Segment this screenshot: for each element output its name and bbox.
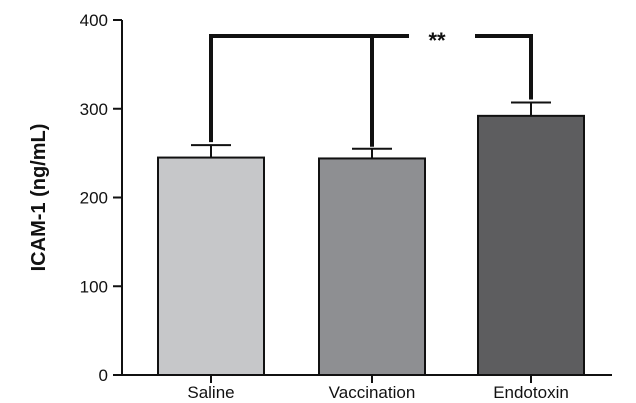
- y-tick-label: 300: [80, 100, 108, 119]
- bar-endotoxin: [477, 114, 585, 376]
- y-tick-label: 200: [80, 189, 108, 208]
- bar-saline: [157, 156, 265, 376]
- bars: [157, 114, 585, 376]
- y-tick-label: 400: [80, 11, 108, 30]
- x-ticks: Saline Vaccination Endotoxin: [187, 375, 569, 402]
- error-bars: [191, 101, 551, 159]
- bar-vaccination: [318, 157, 426, 376]
- x-tick-label: Vaccination: [329, 383, 416, 402]
- y-axis: 0 100 200 300 400: [80, 11, 123, 385]
- x-tick-label: Endotoxin: [493, 383, 569, 402]
- significance-label: **: [428, 28, 446, 53]
- y-tick-label: 100: [80, 277, 108, 296]
- y-axis-label: ICAM-1 (ng/mL): [28, 124, 50, 272]
- x-tick-label: Saline: [187, 383, 234, 402]
- x-axis: Saline Vaccination Endotoxin: [122, 374, 612, 402]
- y-tick-label: 0: [99, 366, 108, 385]
- significance-bracket: **: [209, 28, 533, 147]
- y-ticks: 0 100 200 300 400: [80, 11, 122, 385]
